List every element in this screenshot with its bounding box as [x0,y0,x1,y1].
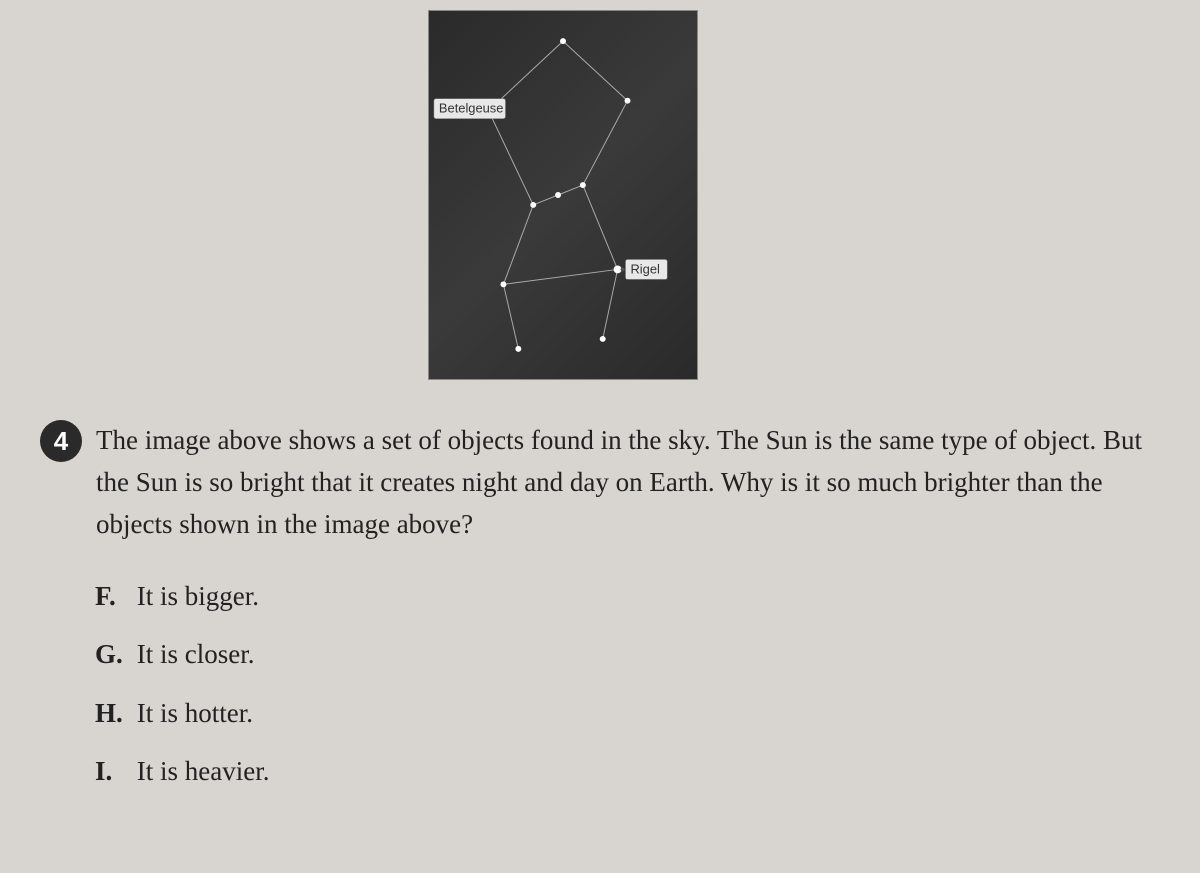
constellation-svg: Betelgeuse Rigel [429,11,697,379]
answer-text: It is heavier. [137,756,270,786]
answer-text: It is bigger. [137,581,259,611]
answer-option[interactable]: H. It is hotter. [95,693,1180,734]
question-block: 4 The image above shows a set of objects… [40,420,1180,810]
rigel-label: Rigel [621,260,668,280]
page-container: Betelgeuse Rigel 4 The image above shows… [0,0,1200,873]
answer-option[interactable]: G. It is closer. [95,634,1180,675]
answer-option[interactable]: I. It is heavier. [95,751,1180,792]
answer-letter: H. [95,693,130,734]
answer-letter: I. [95,751,130,792]
question-number-badge: 4 [40,420,82,462]
answer-text: It is hotter. [137,698,253,728]
question-text: The image above shows a set of objects f… [96,420,1166,546]
constellation-image: Betelgeuse Rigel [428,10,698,380]
answer-list: F. It is bigger. G. It is closer. H. It … [95,576,1180,792]
answer-letter: G. [95,634,130,675]
betelgeuse-label: Betelgeuse [434,99,505,119]
rigel-text: Rigel [630,261,659,276]
betelgeuse-text: Betelgeuse [439,101,504,116]
answer-text: It is closer. [137,639,255,669]
constellation-stars [484,38,631,352]
answer-letter: F. [95,576,130,617]
answer-option[interactable]: F. It is bigger. [95,576,1180,617]
